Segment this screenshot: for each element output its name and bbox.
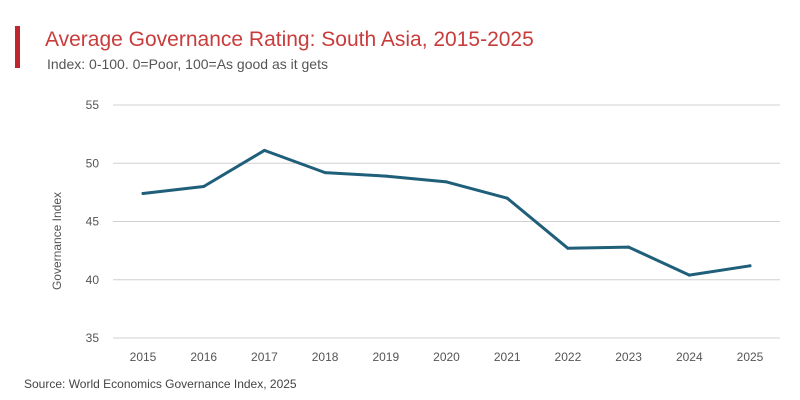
x-tick-label: 2022 xyxy=(555,350,582,364)
source-note: Source: World Economics Governance Index… xyxy=(24,377,297,391)
x-tick-label: 2016 xyxy=(190,350,217,364)
x-tick-label: 2017 xyxy=(251,350,278,364)
y-axis-ticks: 35 40 45 50 55 xyxy=(86,98,100,345)
data-point-2019 xyxy=(384,174,388,178)
x-tick-label: 2021 xyxy=(494,350,521,364)
x-tick-label: 2018 xyxy=(312,350,339,364)
data-point-2023 xyxy=(627,245,631,249)
x-tick-label: 2015 xyxy=(130,350,157,364)
data-point-2015 xyxy=(141,192,145,196)
data-point-2018 xyxy=(323,171,327,175)
data-point-2022 xyxy=(566,246,570,250)
x-tick-label: 2020 xyxy=(433,350,460,364)
series-layer xyxy=(141,148,752,277)
data-point-2017 xyxy=(262,148,266,152)
chart-subtitle: Index: 0-100. 0=Poor, 100=As good as it … xyxy=(47,56,328,72)
x-tick-label: 2023 xyxy=(615,350,642,364)
y-tick-label: 50 xyxy=(86,156,100,170)
x-tick-label: 2025 xyxy=(737,350,764,364)
series-line-0 xyxy=(141,148,752,277)
x-tick-label: 2024 xyxy=(676,350,703,364)
chart-title: Average Governance Rating: South Asia, 2… xyxy=(45,28,534,51)
y-tick-label: 45 xyxy=(86,215,100,229)
y-tick-label: 55 xyxy=(86,98,100,112)
data-point-2025 xyxy=(748,264,752,268)
y-axis-title: Governance Index xyxy=(50,192,64,290)
title-accent-bar xyxy=(15,26,20,68)
x-axis-ticks: 2015 2016 2017 2018 2019 2020 2021 2022 2023 2024… xyxy=(130,350,764,364)
data-point-2020 xyxy=(445,180,448,184)
x-tick-label: 2019 xyxy=(372,350,399,364)
data-point-2021 xyxy=(505,196,509,200)
data-point-2016 xyxy=(202,185,206,189)
y-tick-label: 40 xyxy=(86,273,100,287)
gridlines xyxy=(113,104,780,339)
y-tick-label: 35 xyxy=(86,331,100,345)
data-point-2024 xyxy=(687,273,691,277)
